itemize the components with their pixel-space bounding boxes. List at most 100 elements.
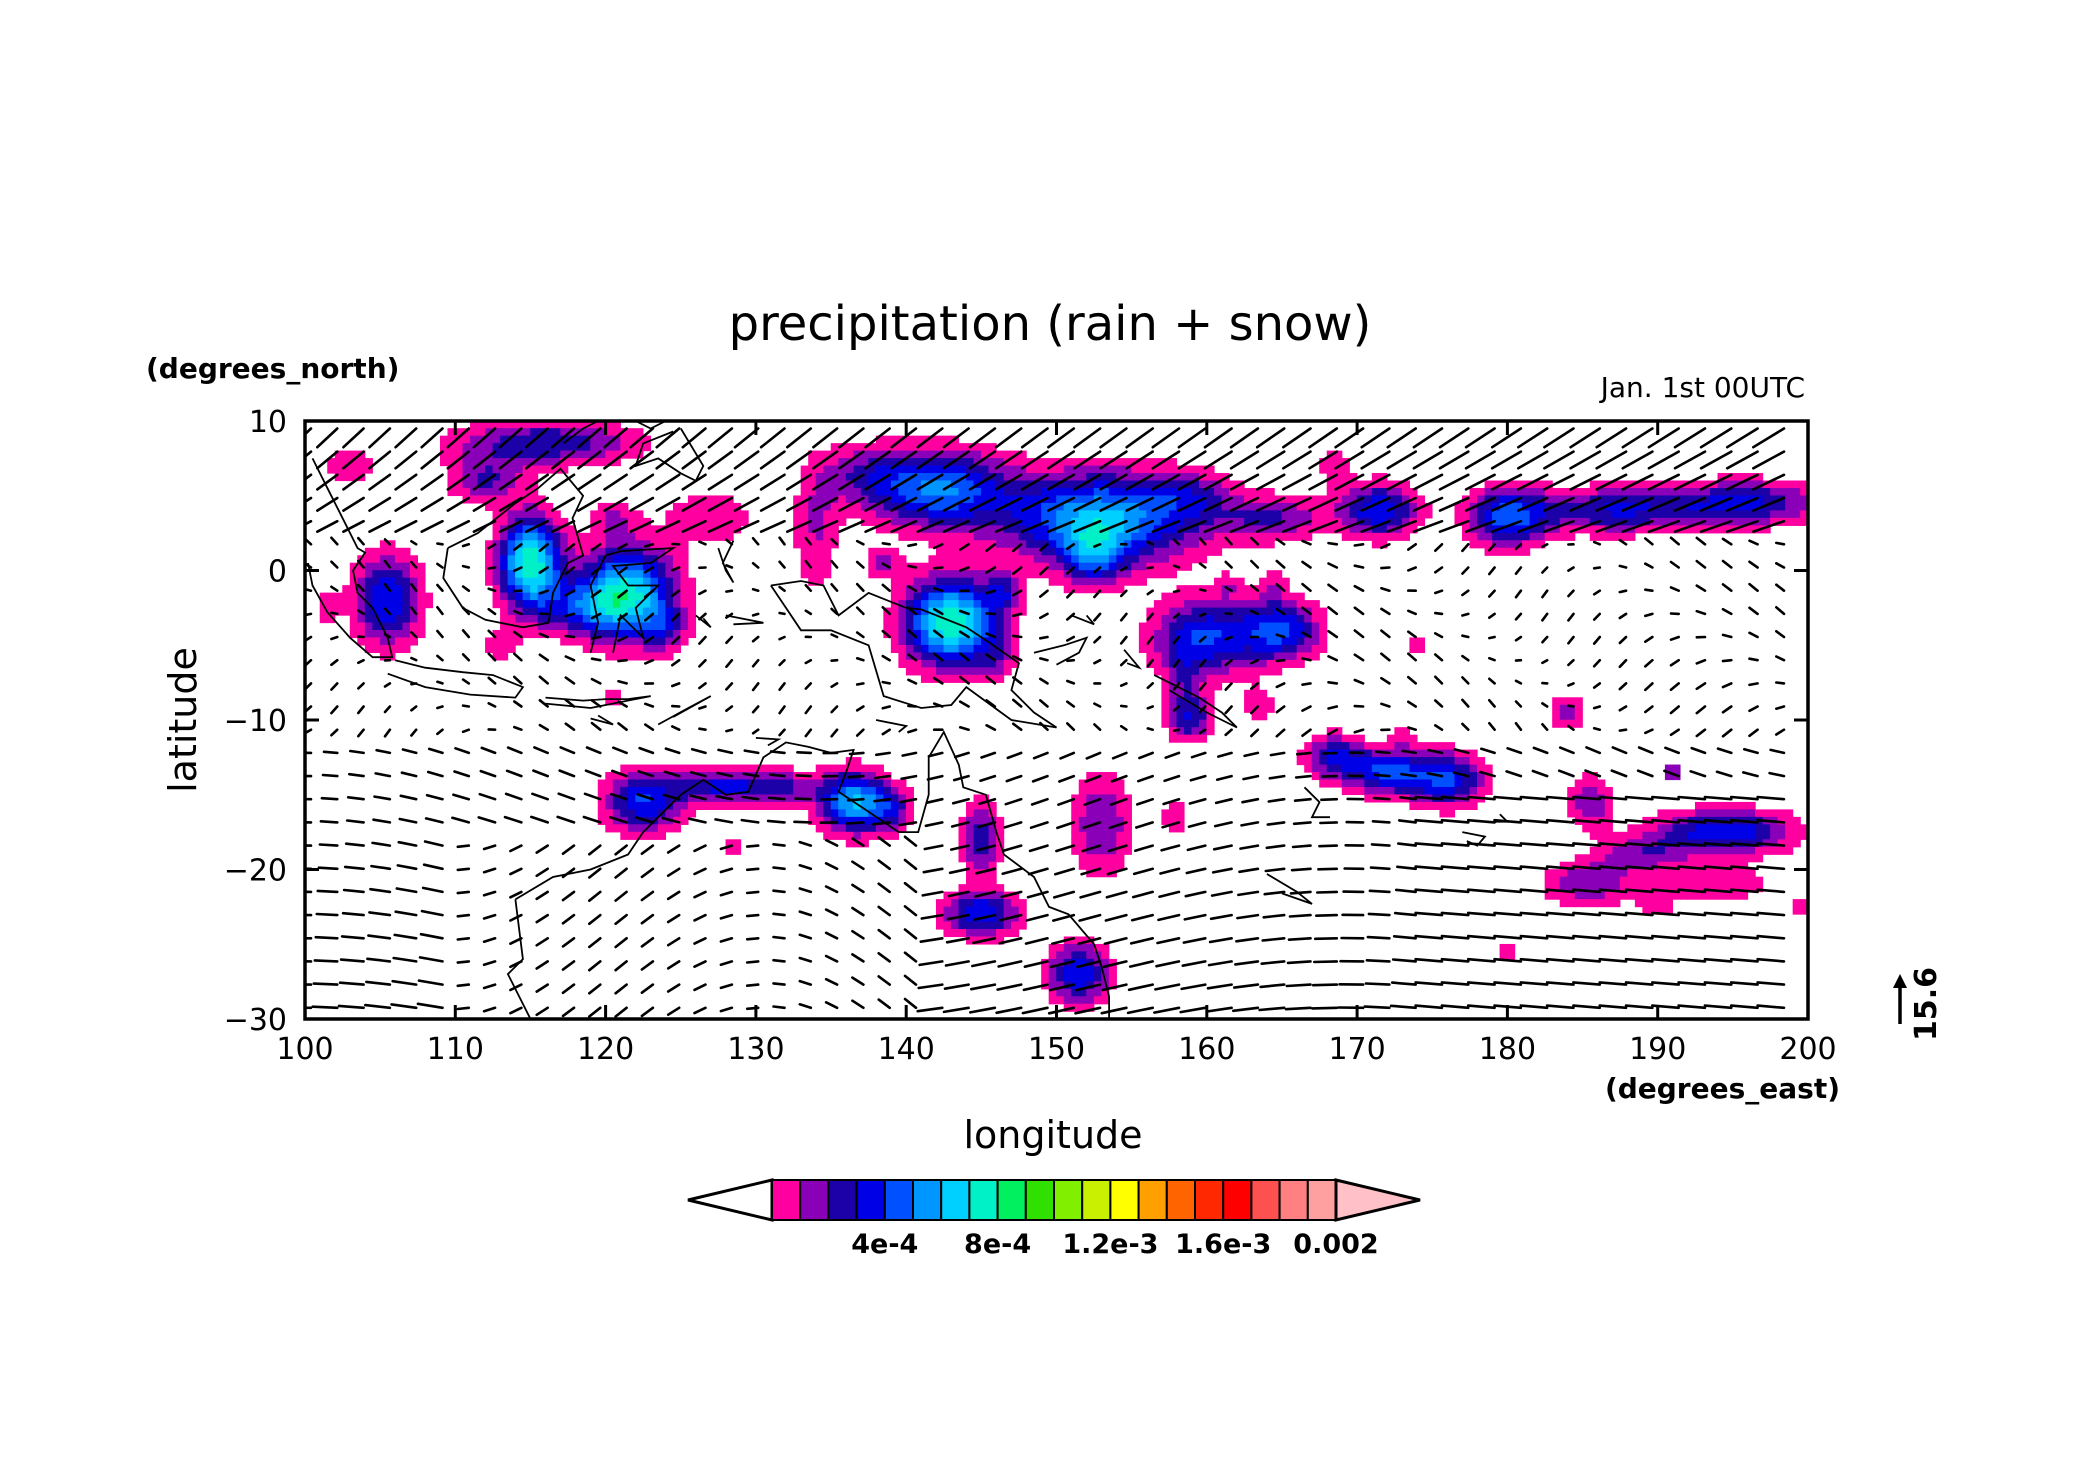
wind-arrow [1775,629,1786,639]
precip-cell [973,487,982,497]
precip-cell [590,555,599,564]
precip-cell [1740,487,1749,497]
precip-cell [1349,473,1358,482]
wind-arrow [778,560,786,569]
precip-cell [725,839,734,848]
precip-cell [372,637,381,646]
precip-cell [1138,622,1147,631]
precip-cell [1439,809,1448,818]
precip-cell [1086,996,1095,1005]
wind-arrow [1721,633,1733,639]
precip-cell [950,555,960,564]
wind-arrow [1203,519,1233,534]
precip-cell [1462,764,1471,773]
precip-cell [620,809,629,818]
precip-cell [1747,480,1756,489]
precip-cell [1048,547,1057,556]
precip-cell [1499,510,1508,519]
precip-cell [1168,517,1178,526]
precip-cell [349,473,358,482]
precip-cell [1198,592,1208,601]
precip-cell [1063,532,1072,541]
precip-cell [447,465,456,474]
precip-cell [1161,562,1170,571]
precip-cell [860,764,869,773]
wind-arrow [1592,540,1602,546]
wind-arrow [1407,652,1417,662]
precip-cell [1747,801,1756,810]
wind-arrow [1066,566,1076,575]
precip-cell [1214,577,1223,586]
precip-cell [1552,510,1561,519]
precip-cell [1063,943,1072,953]
precip-cell [1244,525,1253,534]
precip-cell [1191,547,1200,556]
precip-cell [379,592,388,601]
precip-cell [500,570,509,579]
precip-cell [913,487,922,497]
precip-cell [582,428,591,437]
precip-cell [1469,772,1478,781]
precip-cell [875,786,884,796]
precip-cell [1582,495,1591,504]
precip-cell [560,637,569,646]
wind-arrow [994,496,1023,512]
precip-cell [988,592,997,601]
wind-arrow [1592,658,1602,668]
precip-cell [808,547,817,556]
precip-cell [657,540,667,549]
precip-cell [1604,786,1613,796]
precip-cell [860,772,869,781]
precip-cell [1514,540,1523,549]
precip-cell [1056,517,1065,526]
precip-cell [1116,502,1125,511]
precip-cell [1086,854,1095,863]
precip-cell [372,630,381,639]
precip-cell [1642,487,1651,497]
precip-cell [845,473,854,482]
precip-cell [875,517,884,526]
precip-cell [920,495,930,504]
precip-cell [1289,644,1298,654]
wind-arrow [436,562,444,569]
precip-cell [672,764,682,773]
precip-cell [1003,473,1012,482]
precip-cell [1552,502,1561,511]
precip-cell [1244,510,1253,519]
precip-cell [1018,906,1027,915]
precip-cell [1229,525,1238,534]
precip-cell [913,450,922,459]
precip-cell [1086,473,1095,482]
precip-cell [657,547,667,556]
precip-cell [898,652,907,661]
wind-arrow [472,427,497,449]
precip-cell [605,630,614,639]
precip-cell [1146,607,1155,616]
wind-arrow [1461,542,1470,553]
precip-cell [1176,824,1185,833]
wind-arrow [916,450,944,470]
precip-cell [1454,779,1463,788]
precip-cell [920,517,930,526]
precip-cell [1679,517,1689,526]
precip-cell [635,592,644,601]
precip-cell [597,458,606,467]
precip-cell [1108,854,1117,863]
precip-cell [1649,899,1658,908]
precip-cell [1401,734,1411,743]
precip-cell [966,517,975,526]
precip-cell [1281,622,1290,631]
precip-cell [605,450,614,459]
wind-arrow [356,583,365,593]
wind-arrow [1093,542,1102,548]
precip-cell [485,540,494,549]
wind-arrow [487,587,497,593]
precip-cell [1071,525,1080,534]
precip-cell [1582,517,1591,526]
precip-cell [500,473,509,482]
precip-cell [1033,525,1042,534]
precip-cell [1777,831,1786,840]
wind-arrow [1461,589,1470,597]
precip-cell [1168,570,1178,579]
precip-cell [702,517,712,526]
